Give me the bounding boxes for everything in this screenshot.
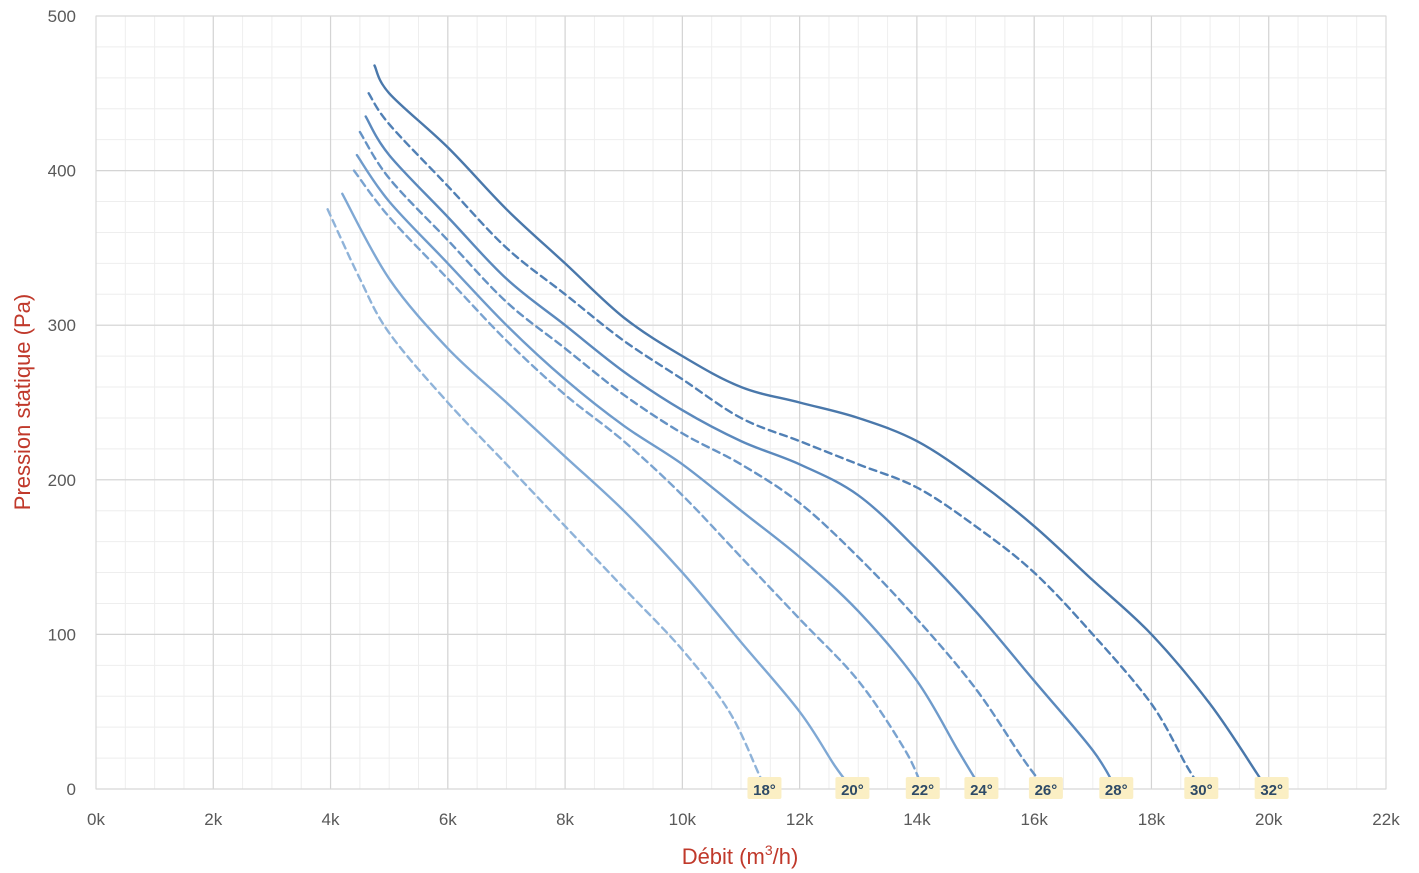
plot-frame (95, 15, 1387, 790)
curve-label-26deg: 26° (1028, 777, 1063, 799)
x-tick-label: 10k (669, 810, 697, 829)
curve-label-background (964, 777, 999, 799)
curve-label-20deg: 20° (835, 777, 870, 799)
x-axis-ticks: 0k 2k 4k 6k 8k 10k 12k 14k 16k 18k 20k 22k (87, 810, 1400, 829)
y-axis-ticks: 0 100 200 300 400 500 (48, 7, 76, 799)
x-tick-label: 0k (87, 810, 105, 829)
curve-label-background (747, 777, 782, 799)
curve-label-text: 20° (841, 782, 864, 799)
series-line-32deg (373, 64, 1267, 791)
series-line-28deg (364, 115, 1118, 791)
curve-label-28deg: 28° (1099, 777, 1134, 799)
curve-label-background (905, 777, 940, 799)
y-tick-label: 0 (67, 780, 76, 799)
y-tick-label: 400 (48, 162, 76, 181)
curve-label-background (835, 777, 870, 799)
x-tick-label: 12k (786, 810, 814, 829)
curve-label-text: 24° (970, 782, 993, 799)
curve-label-24deg: 24° (964, 777, 999, 799)
series-line-18deg (326, 208, 766, 791)
minor-grid (95, 15, 1387, 790)
series-line-24deg (355, 153, 983, 791)
curve-label-22deg: 22° (905, 777, 940, 799)
x-tick-label: 2k (204, 810, 222, 829)
series-layer (326, 64, 1267, 791)
curve-label-text: 22° (911, 782, 934, 799)
x-tick-label: 16k (1020, 810, 1048, 829)
x-axis-title: Débit (m3/h) (682, 842, 799, 869)
curve-label-text: 26° (1035, 782, 1058, 799)
curve-label-text: 18° (753, 782, 776, 799)
curve-label-text: 28° (1105, 782, 1128, 799)
y-axis-title: Pression statique (Pa) (10, 294, 35, 510)
curve-label-background (1184, 777, 1219, 799)
curve-label-30deg: 30° (1184, 777, 1219, 799)
curve-label-18deg: 18° (747, 777, 782, 799)
x-tick-label: 20k (1255, 810, 1283, 829)
curve-label-text: 30° (1190, 782, 1213, 799)
series-line-20deg (341, 192, 854, 791)
y-tick-label: 500 (48, 7, 76, 26)
series-line-30deg (367, 92, 1203, 791)
curve-labels: 18° 20° 22° 24° 26° 28° 30° 32° (747, 777, 1289, 799)
x-tick-label: 18k (1138, 810, 1166, 829)
x-tick-label: 14k (903, 810, 931, 829)
x-tick-label: 8k (556, 810, 574, 829)
curve-label-background (1099, 777, 1134, 799)
curve-label-text: 32° (1260, 782, 1283, 799)
y-tick-label: 100 (48, 625, 76, 644)
x-tick-label: 22k (1372, 810, 1400, 829)
y-tick-label: 300 (48, 316, 76, 335)
x-tick-label: 4k (322, 810, 340, 829)
curve-label-background (1254, 777, 1289, 799)
curve-label-32deg: 32° (1254, 777, 1289, 799)
y-tick-label: 200 (48, 471, 76, 490)
curve-label-background (1028, 777, 1063, 799)
series-line-22deg (352, 169, 924, 791)
x-tick-label: 6k (439, 810, 457, 829)
series-line-26deg (358, 130, 1048, 791)
